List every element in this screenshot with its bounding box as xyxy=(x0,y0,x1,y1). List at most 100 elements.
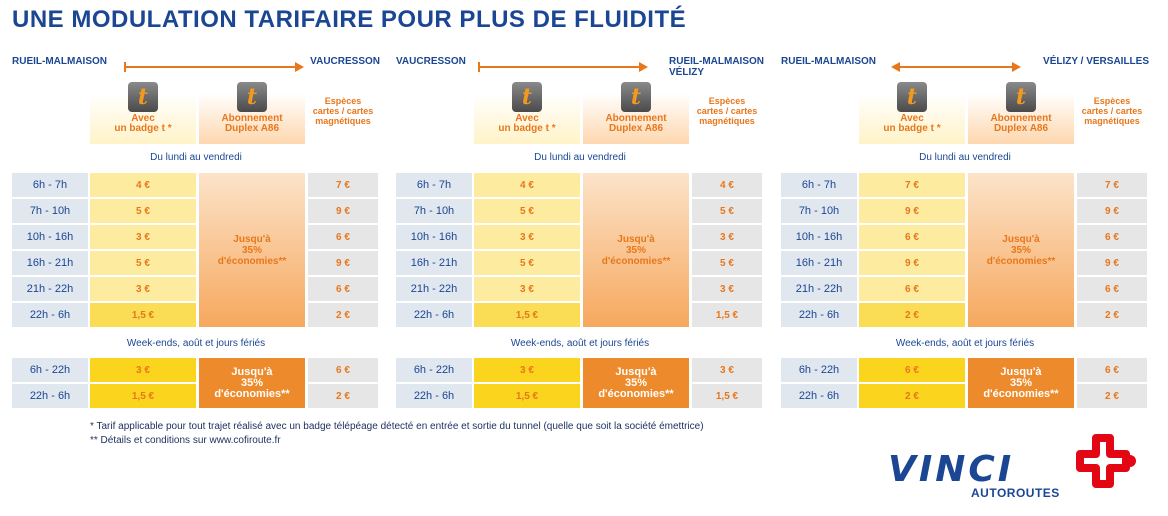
badge-price: 3 € xyxy=(90,225,196,249)
badge-price: 9 € xyxy=(859,251,965,275)
arrow-tail xyxy=(124,62,126,72)
badge-price: 6 € xyxy=(859,225,965,249)
savings-line: Jusqu'à xyxy=(615,365,657,378)
abonnement-weekend-savings: Jusqu'à 35% d'économies** xyxy=(199,358,305,408)
especes-price: 9 € xyxy=(308,199,378,223)
header-label-line: Espèces xyxy=(708,96,746,106)
especes-price: 3 € xyxy=(692,277,762,301)
time-slot: 22h - 6h xyxy=(396,384,472,408)
savings-line: 35% xyxy=(625,244,646,256)
savings-line: d'économies** xyxy=(986,255,1056,267)
badge-price: 9 € xyxy=(859,199,965,223)
footnotes: * Tarif applicable pour tout trajet réal… xyxy=(90,420,704,448)
badge-price: 4 € xyxy=(474,173,580,197)
section-weekday: Du lundi au vendredi xyxy=(919,152,1011,163)
route-origin: RUEIL-MALMAISON xyxy=(12,56,107,67)
tariff-panel: RUEIL-MALMAISON VAUCRESSON t Avec un badge t… xyxy=(12,50,380,412)
especes-price: 2 € xyxy=(308,303,378,327)
header-especes: Espèces cartes / cartes magnétiques xyxy=(308,80,378,144)
header-label-line: Espèces xyxy=(324,96,362,106)
especes-price: 2 € xyxy=(1077,303,1147,327)
savings-text: Jusqu'à 35% d'économies** xyxy=(602,234,671,267)
time-slot: 6h - 22h xyxy=(12,358,88,382)
header-label-line1: Avec xyxy=(515,113,539,124)
route-destination: RUEIL-MALMAISON VÉLIZY xyxy=(669,56,764,78)
section-weekday: Du lundi au vendredi xyxy=(150,152,242,163)
header-especes-label: Espèces cartes / cartes magnétiques xyxy=(1077,96,1147,126)
savings-line: 35% xyxy=(1010,244,1031,256)
header-label-line: cartes / cartes xyxy=(696,106,758,116)
abonnement-weekday-savings: Jusqu'à 35% d'économies** xyxy=(968,173,1074,327)
savings-line: d'économies** xyxy=(601,255,671,267)
badge-price: 3 € xyxy=(474,277,580,301)
route-header: VAUCRESSON RUEIL-MALMAISON VÉLIZY xyxy=(396,54,764,82)
header-label-line: cartes / cartes xyxy=(312,106,374,116)
badge-price: 6 € xyxy=(859,358,965,382)
badge-price: 5 € xyxy=(474,199,580,223)
route-origin: RUEIL-MALMAISON xyxy=(781,56,876,67)
header-label-line: Espèces xyxy=(1093,96,1131,106)
especes-price: 7 € xyxy=(1077,173,1147,197)
badge-price: 5 € xyxy=(90,199,196,223)
header-label-line: magnétiques xyxy=(1084,116,1140,126)
savings-text: Jusqu'à 35% d'économies** xyxy=(983,365,1058,400)
badge-price: 1,5 € xyxy=(474,303,580,327)
time-slot: 7h - 10h xyxy=(396,199,472,223)
badge-price: 3 € xyxy=(90,277,196,301)
time-slot: 6h - 7h xyxy=(12,173,88,197)
time-slot: 6h - 22h xyxy=(781,358,857,382)
time-slot: 16h - 21h xyxy=(781,251,857,275)
badge-price: 1,5 € xyxy=(474,384,580,408)
time-slot: 22h - 6h xyxy=(12,384,88,408)
abonnement-weekend-savings: Jusqu'à 35% d'économies** xyxy=(968,358,1074,408)
route-arrow-icon xyxy=(478,62,648,72)
arrow-head-right xyxy=(639,62,648,72)
savings-line: Jusqu'à xyxy=(1000,365,1042,378)
savings-line: 35% xyxy=(240,376,264,389)
especes-price: 3 € xyxy=(692,358,762,382)
footnote-badge: * Tarif applicable pour tout trajet réal… xyxy=(90,421,704,432)
abonnement-weekday-savings: Jusqu'à 35% d'économies** xyxy=(583,173,689,327)
header-label-line2: Duplex A86 xyxy=(608,123,664,134)
savings-line: 35% xyxy=(241,244,262,256)
section-weekend: Week-ends, août et jours fériés xyxy=(126,338,266,349)
route-origin: VAUCRESSON xyxy=(396,56,466,67)
time-slot: 21h - 22h xyxy=(396,277,472,301)
route-arrow-icon xyxy=(891,62,1021,72)
arrow-line xyxy=(478,66,646,68)
time-slot: 6h - 22h xyxy=(396,358,472,382)
badge-price: 2 € xyxy=(859,303,965,327)
badge-price: 3 € xyxy=(474,358,580,382)
especes-price: 3 € xyxy=(692,225,762,249)
header-label-line1: Abonnement xyxy=(990,113,1052,124)
section-weekend: Week-ends, août et jours fériés xyxy=(895,338,1035,349)
especes-price: 5 € xyxy=(692,199,762,223)
especes-price: 6 € xyxy=(1077,358,1147,382)
arrow-tail xyxy=(478,62,480,72)
time-slot: 22h - 6h xyxy=(12,303,88,327)
route-destination-line1: RUEIL-MALMAISON xyxy=(669,56,764,67)
savings-line: Jusqu'à xyxy=(231,365,273,378)
header-abonnement: t Abonnement Duplex A86 xyxy=(199,80,305,144)
time-slot: 10h - 16h xyxy=(12,225,88,249)
time-slot: 16h - 21h xyxy=(396,251,472,275)
arrow-head-right xyxy=(1012,62,1021,72)
arrow-line xyxy=(893,66,1019,68)
route-destination-line1: VAUCRESSON xyxy=(310,56,380,67)
badge-t-logo-icon: t xyxy=(512,82,542,112)
header-badge-label: Avec un badge t * xyxy=(859,114,965,134)
savings-line: d'économies** xyxy=(214,387,290,400)
badge-t-logo-icon: t xyxy=(128,82,158,112)
vinci-autoroutes-logo: VINCI AUTOROUTES xyxy=(888,434,1146,504)
page-title: UNE MODULATION TARIFAIRE POUR PLUS DE FL… xyxy=(12,6,687,33)
header-label-line1: Avec xyxy=(900,113,924,124)
savings-line: d'économies** xyxy=(598,387,674,400)
savings-line: 35% xyxy=(624,376,648,389)
badge-price: 3 € xyxy=(90,358,196,382)
especes-price: 7 € xyxy=(308,173,378,197)
badge-t-logo-icon: t xyxy=(1006,82,1036,112)
header-badge: t Avec un badge t * xyxy=(474,80,580,144)
header-label-line1: Abonnement xyxy=(221,113,283,124)
savings-text: Jusqu'à 35% d'économies** xyxy=(987,234,1056,267)
header-abonnement-label: Abonnement Duplex A86 xyxy=(583,114,689,134)
